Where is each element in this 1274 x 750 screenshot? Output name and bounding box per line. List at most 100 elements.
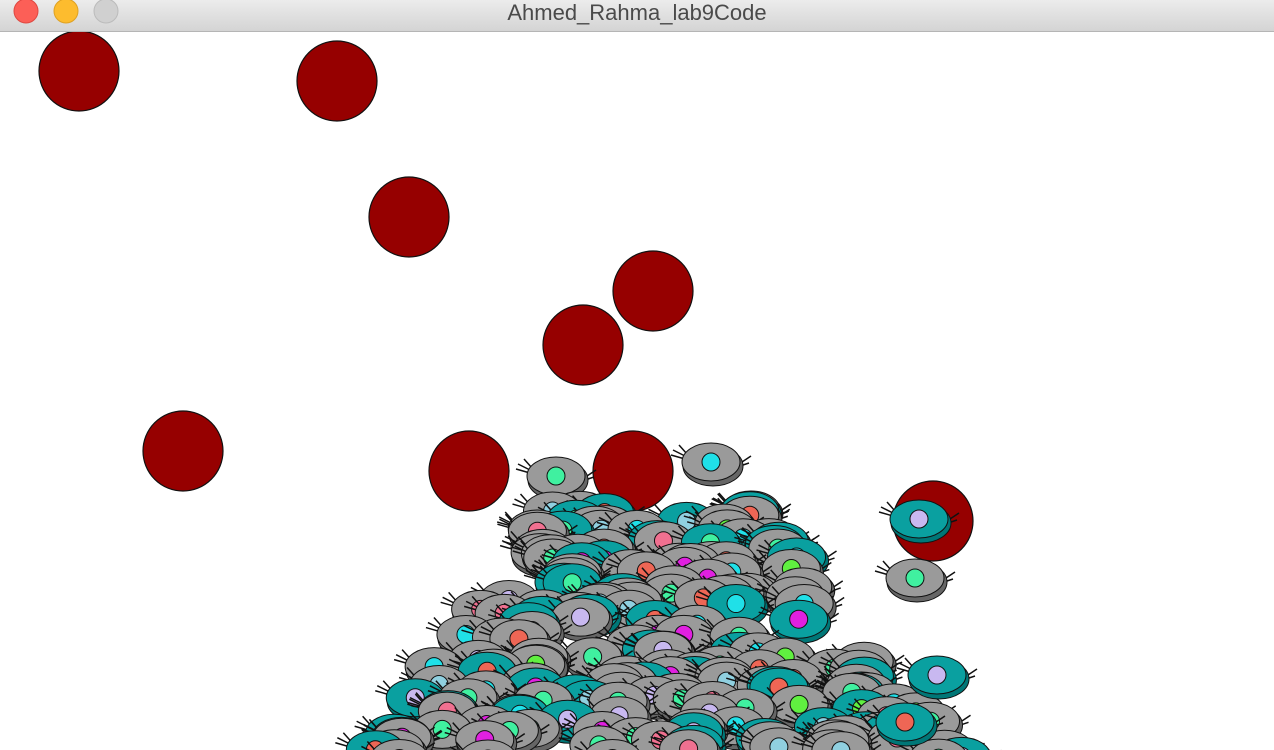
saucer <box>670 442 752 487</box>
saucer-core <box>909 509 929 529</box>
saucer-antenna <box>463 595 545 620</box>
title-bar-bg <box>0 0 1274 31</box>
saucer-antenna <box>461 619 542 643</box>
saucer-antenna <box>361 740 376 750</box>
saucer-antenna <box>737 530 819 554</box>
saucer-antenna <box>799 723 881 747</box>
saucer-antenna <box>669 695 750 719</box>
saucer-antenna <box>620 722 701 746</box>
saucer-antenna <box>622 632 704 657</box>
saucer-antenna <box>444 722 526 746</box>
saucer-antenna <box>335 732 416 750</box>
saucer-antenna <box>623 523 704 547</box>
saucer-core <box>571 607 591 627</box>
saucer-antenna <box>641 681 723 705</box>
saucer-antenna <box>864 704 946 728</box>
saucer-antenna <box>811 674 893 699</box>
ball <box>296 40 378 122</box>
saucer-antenna <box>763 585 845 610</box>
saucer-core <box>927 665 947 685</box>
saucer-antenna <box>561 713 643 737</box>
saucer-antenna <box>393 649 475 673</box>
saucer-antenna <box>407 693 488 717</box>
saucer <box>878 499 960 544</box>
saucer-antenna <box>510 536 591 560</box>
saucer <box>800 731 882 750</box>
saucer-antenna <box>754 578 836 602</box>
saucer-antenna <box>611 631 692 655</box>
saucer-antenna <box>440 591 522 616</box>
sketch-scene <box>38 32 1002 750</box>
saucer <box>361 738 426 750</box>
saucer-antenna <box>800 733 882 750</box>
saucer-core <box>789 694 809 714</box>
saucer-antenna <box>499 535 581 559</box>
saucer-body <box>811 731 871 750</box>
saucer-core <box>546 466 566 486</box>
saucer-antenna <box>814 674 896 698</box>
saucer-antenna <box>541 544 623 568</box>
saucer-antenna <box>672 682 754 707</box>
saucer-core <box>895 712 915 732</box>
saucer-antenna <box>670 525 751 549</box>
saucer-antenna <box>698 618 780 642</box>
saucer-core <box>679 739 699 750</box>
saucer <box>738 727 820 750</box>
ball <box>142 410 224 492</box>
saucer-antenna <box>791 731 873 750</box>
ball <box>542 304 624 386</box>
saucer-antenna <box>896 657 978 681</box>
saucer <box>896 655 978 700</box>
saucer-antenna <box>821 691 902 715</box>
close-button[interactable] <box>13 0 39 24</box>
saucer-antenna <box>523 564 605 589</box>
saucer-antenna <box>531 565 613 589</box>
saucer <box>648 729 730 750</box>
saucer-antenna <box>756 539 837 563</box>
saucer-antenna <box>425 617 507 641</box>
saucer-antenna <box>577 683 659 707</box>
saucer-antenna <box>512 493 593 517</box>
saucer <box>874 558 956 603</box>
saucer-antenna <box>818 651 900 675</box>
saucer-antenna <box>683 658 765 682</box>
saucer <box>574 738 640 750</box>
saucers <box>335 442 1002 750</box>
ball <box>38 32 120 112</box>
title-bar: Ahmed_Rahma_lab9Code <box>0 0 1274 32</box>
saucer-antenna <box>407 692 489 716</box>
saucer-antenna <box>699 633 780 658</box>
saucer-antenna <box>824 658 905 682</box>
saucer-core <box>769 737 789 750</box>
saucer-antenna <box>354 715 436 739</box>
saucer-antenna <box>686 663 767 687</box>
saucer-antenna <box>686 511 768 535</box>
saucer-antenna <box>663 580 744 604</box>
saucer-core <box>905 568 925 588</box>
saucer-antenna <box>614 602 696 626</box>
saucer-antenna <box>670 444 752 468</box>
saucer-antenna <box>846 698 927 722</box>
saucer-antenna <box>738 729 820 750</box>
saucer-antenna <box>695 586 777 610</box>
minimize-button[interactable] <box>53 0 79 24</box>
saucer-core <box>789 609 809 629</box>
saucer <box>758 599 840 644</box>
saucer-antenna <box>515 458 597 482</box>
saucer-antenna <box>758 601 840 625</box>
ball <box>612 250 694 332</box>
saucer-core <box>701 452 721 472</box>
saucer-antenna <box>596 511 678 536</box>
saucer <box>449 739 515 750</box>
ball <box>428 430 510 512</box>
saucer-antenna <box>488 604 569 628</box>
saucer-antenna <box>606 553 687 577</box>
saucer-body <box>372 738 426 750</box>
saucer-antenna <box>446 653 528 678</box>
red-balls <box>38 32 974 562</box>
saucer-antenna <box>648 731 730 750</box>
zoom-button[interactable] <box>93 0 119 24</box>
ball <box>368 176 450 258</box>
saucer-antenna <box>452 650 534 674</box>
